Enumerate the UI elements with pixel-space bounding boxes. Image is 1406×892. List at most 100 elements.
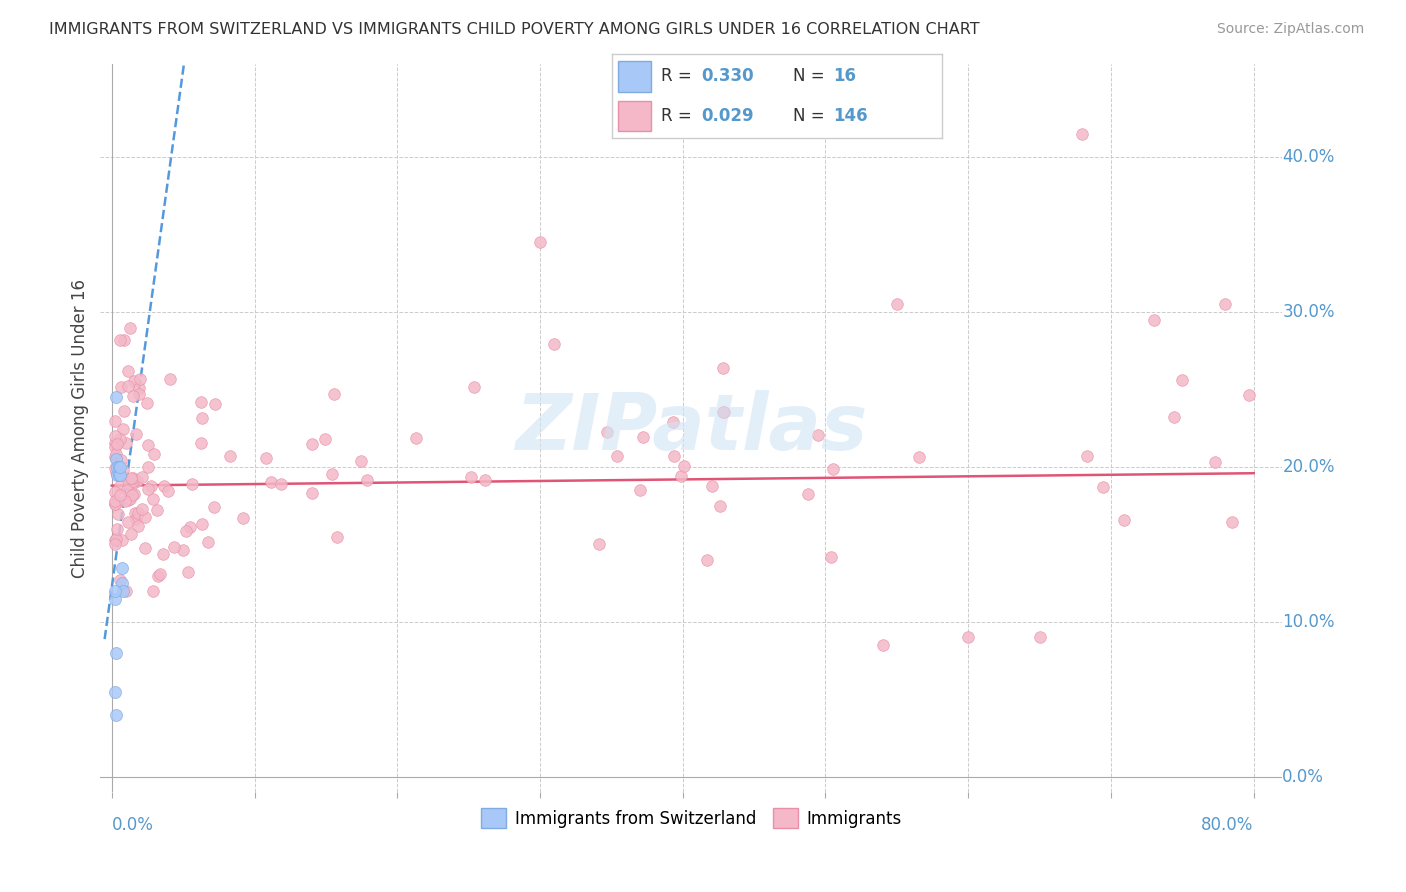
Point — [1143, 312, 1166, 326]
Point — [112, 584, 135, 599]
Point — [908, 450, 931, 465]
Point — [105, 522, 128, 536]
Point — [117, 364, 139, 378]
Point — [104, 591, 127, 606]
Point — [104, 537, 127, 551]
Text: 0.029: 0.029 — [700, 107, 754, 125]
Text: 0.0%: 0.0% — [111, 815, 153, 834]
Point — [104, 533, 127, 547]
Point — [139, 479, 162, 493]
Point — [134, 509, 156, 524]
Point — [107, 467, 129, 482]
Point — [872, 638, 894, 652]
Point — [120, 491, 142, 506]
Point — [105, 452, 128, 467]
Point — [121, 475, 143, 489]
Point — [191, 516, 214, 531]
Point — [1213, 297, 1236, 311]
Point — [131, 502, 153, 516]
Point — [115, 483, 138, 498]
Point — [163, 541, 186, 555]
Point — [117, 492, 139, 507]
Point — [821, 462, 844, 476]
Point — [142, 584, 165, 599]
Point — [117, 379, 139, 393]
Point — [1171, 373, 1194, 387]
Point — [529, 235, 551, 250]
Point — [120, 321, 142, 335]
Point — [125, 512, 148, 526]
Text: 0.0%: 0.0% — [1282, 768, 1324, 786]
Point — [321, 467, 343, 481]
Point — [105, 390, 128, 404]
Text: 146: 146 — [832, 107, 868, 125]
Point — [152, 547, 174, 561]
Point — [122, 487, 145, 501]
Point — [197, 535, 219, 549]
Point — [104, 584, 127, 599]
Point — [110, 467, 132, 482]
Point — [127, 519, 149, 533]
Point — [120, 471, 142, 485]
Point — [110, 460, 132, 475]
Point — [108, 573, 131, 587]
Point — [156, 483, 179, 498]
Point — [136, 459, 159, 474]
Bar — [619, 101, 651, 131]
Point — [301, 486, 323, 500]
Point — [326, 530, 349, 544]
Point — [628, 483, 651, 498]
Point — [128, 381, 150, 395]
Legend: Immigrants from Switzerland, Immigrants: Immigrants from Switzerland, Immigrants — [475, 802, 908, 835]
Point — [301, 437, 323, 451]
Point — [120, 526, 142, 541]
Y-axis label: Child Poverty Among Girls Under 16: Child Poverty Among Girls Under 16 — [72, 279, 89, 578]
Point — [104, 428, 127, 442]
Point — [696, 553, 718, 567]
Point — [204, 397, 226, 411]
Point — [174, 524, 197, 539]
Point — [104, 485, 127, 500]
Point — [111, 533, 134, 547]
Point — [713, 405, 735, 419]
Point — [190, 436, 212, 450]
Text: 10.0%: 10.0% — [1282, 613, 1334, 631]
Point — [134, 541, 156, 555]
Point — [713, 405, 735, 419]
Text: 40.0%: 40.0% — [1282, 148, 1334, 166]
Point — [115, 584, 138, 599]
Point — [797, 486, 820, 500]
Point — [159, 372, 181, 386]
Point — [104, 435, 127, 450]
Text: IMMIGRANTS FROM SWITZERLAND VS IMMIGRANTS CHILD POVERTY AMONG GIRLS UNDER 16 COR: IMMIGRANTS FROM SWITZERLAND VS IMMIGRANT… — [49, 22, 980, 37]
Point — [107, 507, 129, 521]
Point — [405, 431, 427, 445]
Point — [104, 460, 127, 475]
Point — [104, 684, 127, 698]
Point — [631, 430, 654, 444]
Point — [108, 432, 131, 446]
Point — [671, 468, 693, 483]
Point — [181, 476, 204, 491]
Point — [1220, 516, 1243, 530]
Point — [138, 438, 160, 452]
Point — [108, 333, 131, 347]
Point — [543, 337, 565, 351]
Point — [112, 404, 135, 418]
Point — [104, 441, 127, 455]
Point — [129, 372, 152, 386]
Point — [700, 479, 723, 493]
Point — [153, 479, 176, 493]
Text: 30.0%: 30.0% — [1282, 303, 1334, 321]
Point — [172, 543, 194, 558]
Point — [127, 475, 149, 489]
Point — [124, 506, 146, 520]
Text: 20.0%: 20.0% — [1282, 458, 1334, 476]
Point — [1237, 388, 1260, 402]
Point — [105, 462, 128, 476]
Point — [105, 465, 128, 479]
Point — [219, 449, 242, 463]
Point — [111, 422, 134, 436]
Point — [474, 473, 496, 487]
Point — [662, 415, 685, 429]
